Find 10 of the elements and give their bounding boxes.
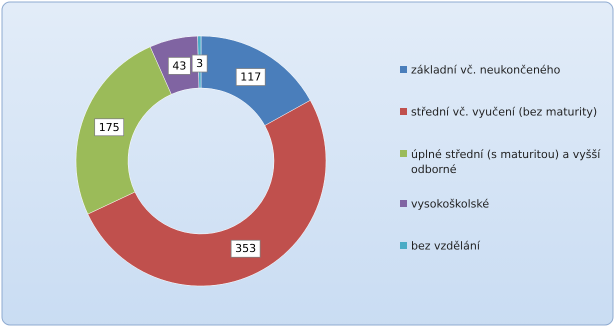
data-label: 117	[240, 70, 262, 84]
data-label: 3	[196, 57, 204, 70]
slice-label: střední vč. vyučení (bez maturity)	[411, 106, 598, 118]
data-label: 175	[98, 120, 120, 134]
legend-label: vysokoškolské	[411, 198, 490, 210]
data-label: 353	[235, 242, 256, 256]
legend-label: úplné střední (s maturitou) a vyšší odborné	[411, 148, 602, 176]
legend-label: bez vzdělání	[411, 240, 481, 252]
legend-label: základní vč. neukončeného	[411, 64, 561, 76]
data-label: 43	[172, 59, 186, 72]
